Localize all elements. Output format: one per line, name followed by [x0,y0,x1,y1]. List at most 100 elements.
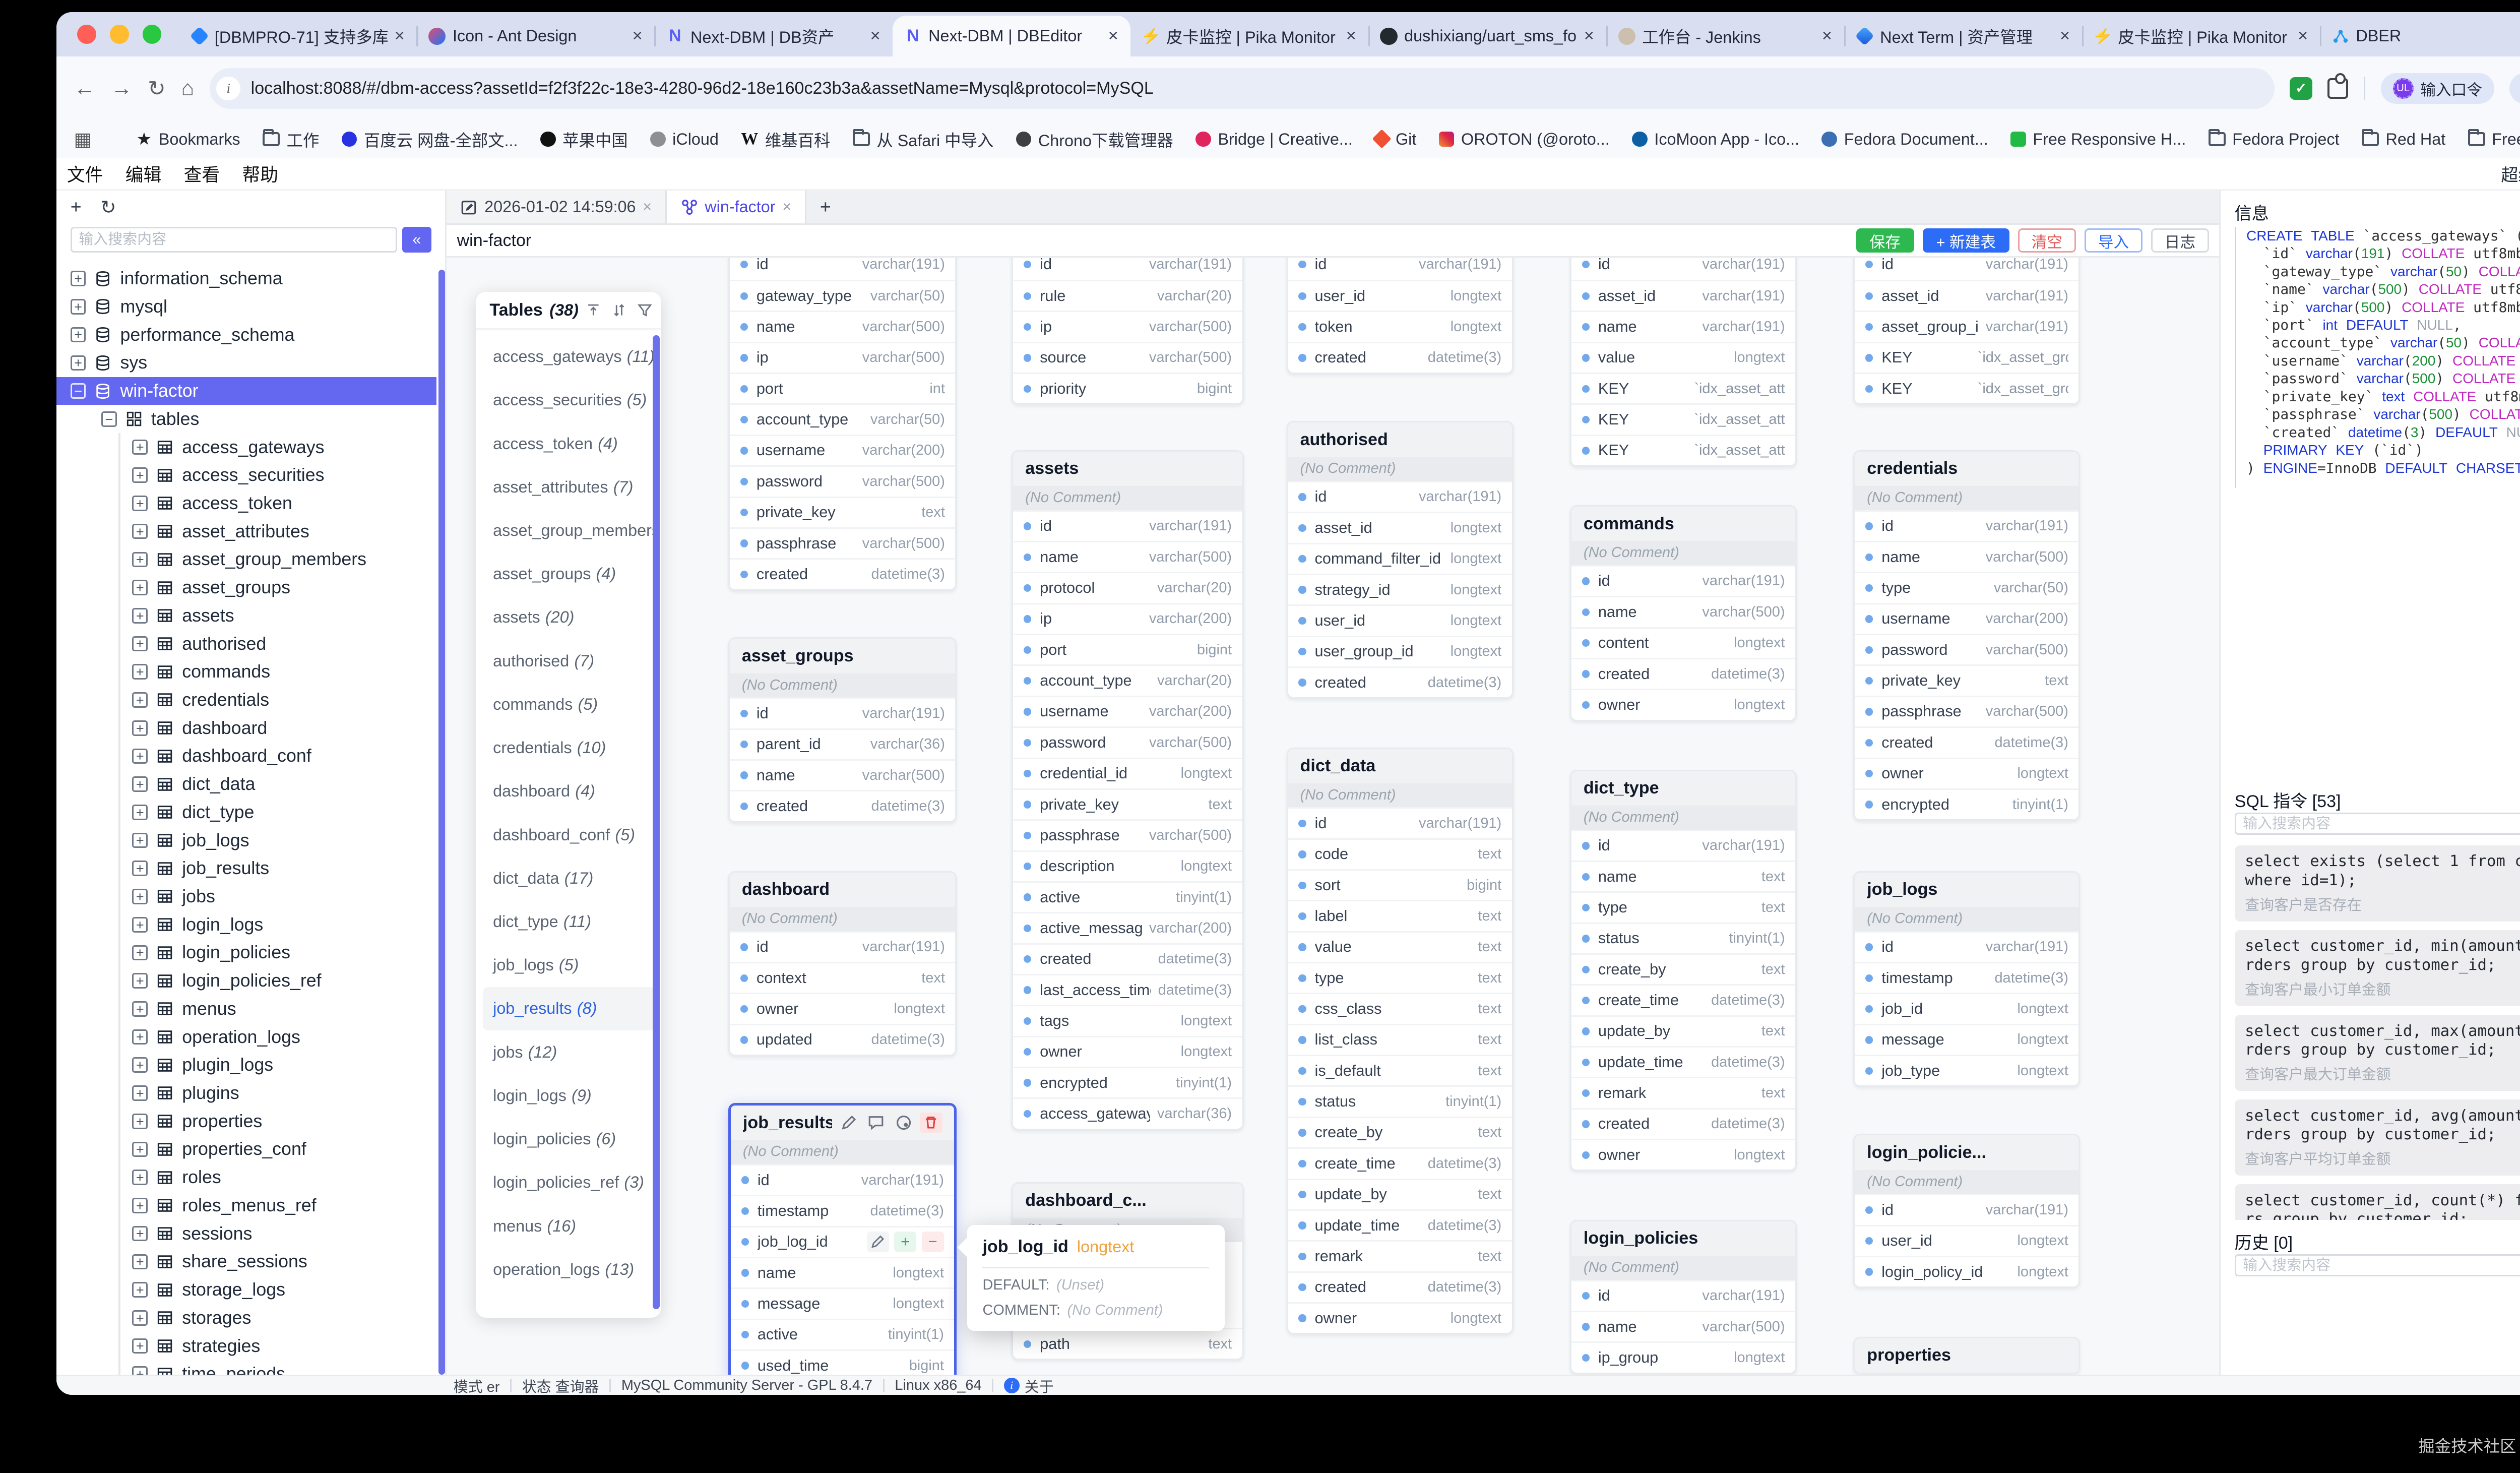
expand-icon[interactable]: + [132,1366,148,1375]
tab-close-icon[interactable]: × [870,26,880,46]
sql-command-item[interactable]: select customer_id, count(*) from orders… [2234,1184,2520,1220]
table-column-row[interactable]: status tinyint(1) [1288,1085,1512,1117]
expand-icon[interactable]: + [70,327,86,343]
table-column-row[interactable]: passphrase varchar(500) [1013,819,1242,850]
sidebar-table-credentials[interactable]: + credentials [56,686,436,714]
tables-panel-item-job_logs[interactable]: job_logs (5) [476,944,661,987]
sql-command-item[interactable]: select customer_id, min(amount) from ord… [2234,930,2520,1006]
sql-command-item[interactable]: select exists (select 1 from customers w… [2234,845,2520,922]
table-key-row[interactable]: KEY`idx_asset_attributes_id` [1571,434,1795,466]
table-key-row[interactable]: KEY`idx_asset_group_members_ass [1855,341,2079,373]
reload-button[interactable]: ↻ [148,76,166,101]
sidebar-table-plugins[interactable]: + plugins [56,1079,436,1108]
table-column-row[interactable]: command_filter_id longtext [1288,542,1512,574]
canvas-table-card-login_policie...[interactable]: login_policie... (No Comment) id varchar(19… [1853,1134,2081,1288]
bookmark-item[interactable]: 工作 [262,128,319,151]
align-top-icon[interactable] [586,302,601,318]
table-column-row[interactable]: created datetime(3) [1288,341,1512,373]
table-column-row[interactable]: strategy_id longtext [1288,573,1512,605]
bookmark-item[interactable]: 百度云 网盘-全部文... [341,128,518,151]
canvas-table-card-access_securities[interactable]: id varchar(191) rule varchar(20) ip varchar(5… [1012,258,1244,405]
table-column-row[interactable]: id varchar(191) [1288,807,1512,838]
+ 新建表-button[interactable]: + 新建表 [1922,228,2009,253]
canvas-table-card-asset_group_members[interactable]: id varchar(191) asset_id varchar(191) asset_… [1853,258,2081,405]
table-column-row[interactable]: private_key text [1855,664,2079,696]
sidebar-search-input[interactable] [70,226,397,253]
sidebar-db-mysql[interactable]: + mysql [56,293,436,321]
table-column-row[interactable]: id varchar(191) [1571,258,1795,280]
table-column-row[interactable]: id varchar(191) [1571,565,1795,596]
table-column-row[interactable]: job_log_id + − [731,1225,955,1257]
menu-item-文件[interactable]: 文件 [67,165,103,186]
sidebar-table-access_gateways[interactable]: + access_gateways [56,433,436,461]
table-column-row[interactable]: owner longtext [1288,1302,1512,1333]
table-card-header[interactable]: login_policie... [1855,1135,2079,1170]
browser-tab[interactable]: N Next-DBM | DB资产 × [654,16,892,57]
table-card-header[interactable]: properties [1855,1338,2079,1373]
browser-tab[interactable]: N Next-DBM | DBEditor × [892,15,1130,57]
tab-close-icon[interactable]: × [1346,26,1356,46]
sidebar-table-login_logs[interactable]: + login_logs [56,910,436,939]
table-column-row[interactable]: timestamp datetime(3) [731,1195,955,1226]
collapse-sidebar-button[interactable]: « [402,226,431,253]
browser-tab[interactable]: DBER [2319,16,2520,57]
tab-close-icon[interactable]: × [1821,26,1832,46]
bookmark-item[interactable]: ★ Bookmarks [137,129,240,149]
table-column-row[interactable]: owner longtext [730,993,956,1024]
trash-icon[interactable] [920,1112,942,1133]
table-column-row[interactable]: update_by text [1571,1015,1795,1047]
table-column-row[interactable]: credential_id longtext [1013,757,1242,788]
create-table-sql[interactable]: CREATE TABLE `access_gateways` ( `id` va… [2234,226,2520,488]
table-column-row[interactable]: timestamp datetime(3) [1855,962,2079,993]
tables-panel-item-menus[interactable]: menus (16) [476,1204,661,1248]
expand-icon[interactable]: + [132,1282,148,1298]
table-column-row[interactable]: created datetime(3) [1013,943,1242,974]
table-column-row[interactable]: message longtext [1855,1023,2079,1055]
tab-close-icon[interactable]: × [782,198,792,216]
table-column-row[interactable]: name varchar(500) [1571,596,1795,627]
table-column-row[interactable]: id varchar(191) [1288,258,1512,280]
table-column-row[interactable]: description longtext [1013,850,1242,881]
tables-panel-item-login_policies_ref[interactable]: login_policies_ref (3) [476,1161,661,1204]
table-column-row[interactable]: asset_id varchar(191) [1855,280,2079,311]
sidebar-table-dashboard_conf[interactable]: + dashboard_conf [56,742,436,770]
table-column-row[interactable]: update_by text [1288,1178,1512,1209]
tables-panel-item-dashboard[interactable]: dashboard (4) [476,770,661,813]
table-column-row[interactable]: password varchar(500) [1013,726,1242,758]
expand-icon[interactable]: + [132,1225,148,1242]
table-column-row[interactable]: id varchar(191) [731,1163,955,1195]
bookmark-item[interactable]: W 维基百科 [741,128,830,151]
tables-panel-item-jobs[interactable]: jobs (12) [476,1030,661,1074]
sidebar-db-win-factor[interactable]: − win-factor [56,377,437,405]
bookmark-item[interactable]: 从 Safari 中导入 [852,128,993,151]
expand-icon[interactable]: + [70,299,86,315]
table-column-row[interactable]: active_message varchar(200) [1013,912,1242,943]
canvas-table-card-assets[interactable]: assets (No Comment) id varchar(191) name varc… [1012,450,1244,1130]
table-column-row[interactable]: name varchar(500) [730,759,956,790]
expand-icon[interactable]: + [132,692,148,708]
table-column-row[interactable]: passphrase varchar(500) [1855,695,2079,727]
table-column-row[interactable]: remark text [1571,1077,1795,1108]
bookmark-item[interactable]: Chrono下载管理器 [1016,128,1173,151]
table-column-row[interactable]: job_id longtext [1855,993,2079,1024]
expand-icon[interactable]: + [132,580,148,595]
table-column-row[interactable]: create_by text [1571,953,1795,985]
table-column-row[interactable]: created datetime(3) [1571,657,1795,689]
sidebar-db-performance_schema[interactable]: + performance_schema [56,321,436,349]
sidebar-table-dashboard[interactable]: + dashboard [56,714,436,742]
bookmark-item[interactable]: Git [1372,129,1416,149]
sidebar-table-asset_groups[interactable]: + asset_groups [56,574,436,602]
expand-icon[interactable]: + [132,945,148,961]
add-column-icon[interactable]: + [894,1232,917,1253]
table-column-row[interactable]: create_by text [1288,1116,1512,1148]
table-column-row[interactable]: id varchar(191) [1013,258,1242,280]
table-card-header[interactable]: authorised [1288,422,1512,457]
sidebar-table-time_periods[interactable]: + time_periods [56,1360,436,1375]
table-column-row[interactable]: user_id longtext [1288,604,1512,636]
expand-icon[interactable]: + [132,1085,148,1101]
expand-icon[interactable]: + [132,607,148,624]
sidebar-table-jobs[interactable]: + jobs [56,883,436,911]
canvas-table-card-authorised[interactable]: authorised (No Comment) id varchar(191) asse… [1286,420,1514,699]
sidebar-table-storages[interactable]: + storages [56,1304,436,1332]
sidebar-table-menus[interactable]: + menus [56,995,436,1023]
